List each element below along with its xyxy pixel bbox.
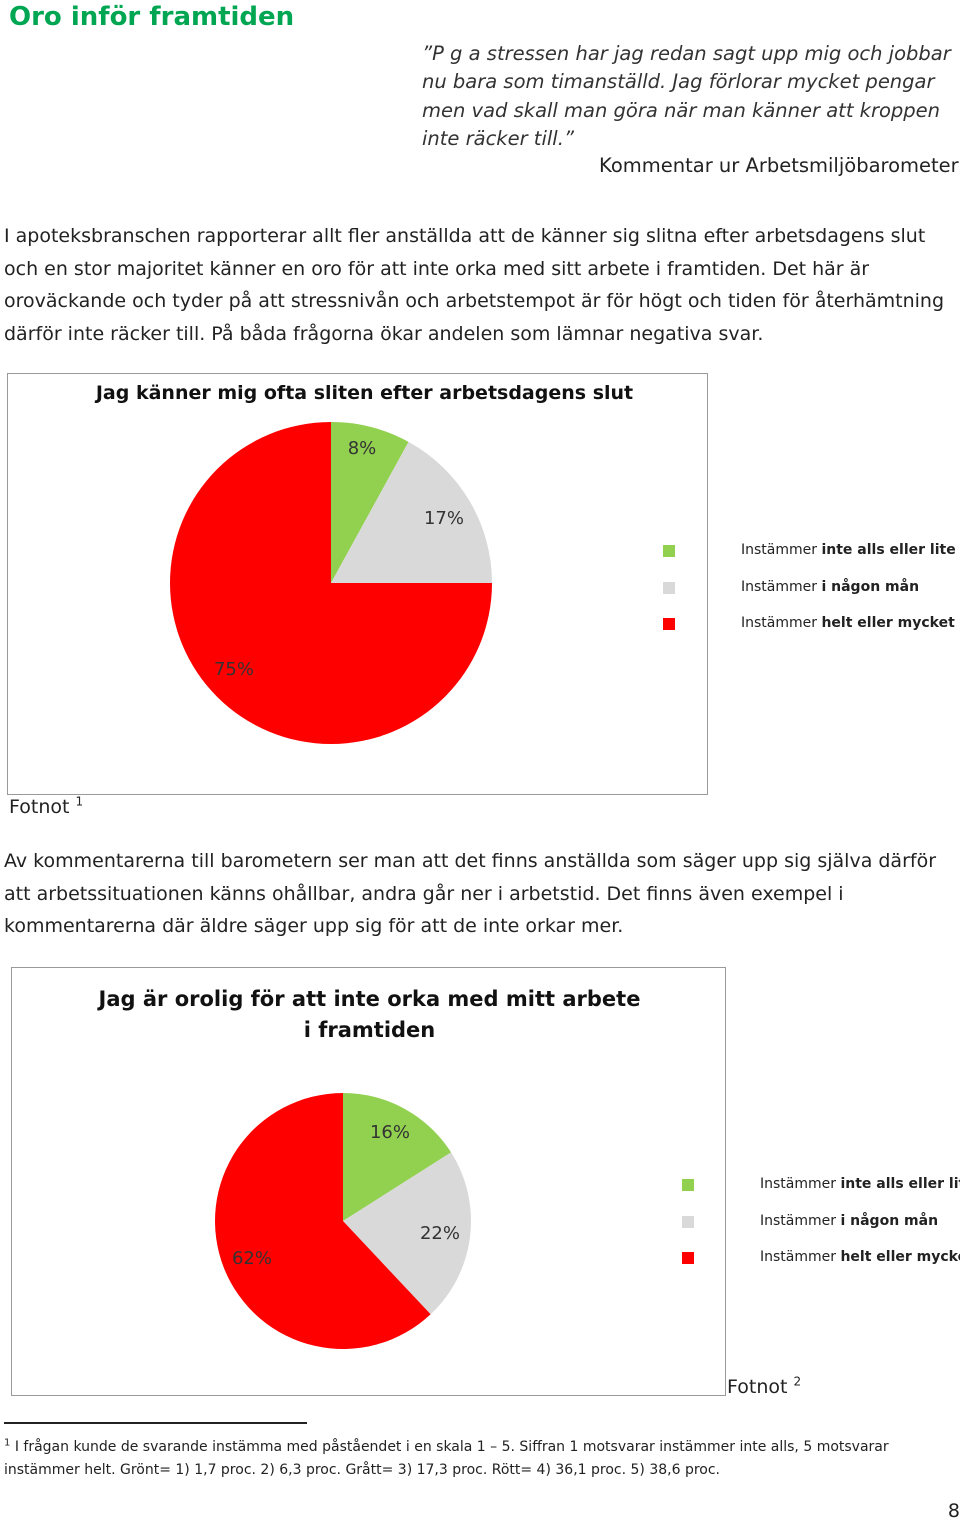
fotnot-1[interactable]: Fotnot 1 (9, 796, 83, 818)
pie-slice (170, 422, 492, 744)
slice-label: 62% (232, 1248, 272, 1269)
footnote-marker: 1 (4, 1437, 11, 1449)
slice-label: 75% (214, 659, 254, 680)
intro-paragraph: I apoteksbranschen rapporterar allt fler… (4, 225, 945, 345)
slice-label: 22% (420, 1223, 460, 1244)
legend-label: Instämmer helt eller mycket (760, 1249, 960, 1265)
legend-label: Instämmer i någon mån (741, 578, 920, 595)
slice-label: 8% (348, 438, 377, 459)
legend-swatch (682, 1252, 694, 1264)
pie-slice (343, 1093, 452, 1221)
slice-label: 17% (424, 508, 464, 529)
pie-chart-worried: Jag är orolig för att inte orka med mitt… (11, 967, 960, 1396)
comments-paragraph: Av kommentarerna till barometern ser man… (4, 850, 937, 937)
legend-swatch (663, 545, 675, 557)
chart-title: Jag känner mig ofta sliten efter arbetsd… (95, 382, 634, 404)
pie-slice (331, 441, 493, 583)
legend-label: Instämmer i någon mån (760, 1212, 939, 1229)
legend-label: Instämmer inte alls eller lite (741, 542, 956, 558)
legend-swatch (682, 1215, 694, 1228)
legend-swatch (682, 1179, 694, 1191)
pie-svg: 16% 22% 62% (215, 1093, 471, 1349)
pie-chart-tired: Jag känner mig ofta sliten efter arbetsd… (7, 373, 956, 795)
fotnot-2[interactable]: Fotnot 2 (727, 1376, 801, 1398)
fotnot-marker: 1 (75, 794, 84, 809)
fotnot-marker: 2 (793, 1374, 802, 1389)
fotnot-label: Fotnot (9, 796, 70, 818)
fotnot-label: Fotnot (727, 1376, 788, 1398)
page-number: 8 (947, 1500, 960, 1522)
chart-title: Jag är orolig för att inte orka med mitt… (98, 987, 641, 1042)
pie-slice (331, 422, 409, 583)
pie-slice (343, 1152, 471, 1315)
pie-slice (215, 1093, 431, 1349)
footnote-text: I frågan kunde de svarande instämma med … (4, 1439, 889, 1478)
footnote: 1 I frågan kunde de svarande instämma me… (4, 1436, 954, 1482)
quote-text: ”P g a stressen har jag redan sagt upp m… (422, 42, 951, 150)
legend-swatch (663, 581, 675, 594)
slice-label: 16% (370, 1122, 410, 1143)
page-heading: Oro inför framtiden (9, 2, 295, 32)
quote-source: Kommentar ur Arbetsmiljöbarometern (599, 154, 960, 177)
pie-svg: 8% 17% 75% (170, 422, 493, 744)
legend-label: Instämmer helt eller mycket (741, 615, 955, 631)
legend-swatch (663, 618, 675, 630)
footnote-divider (4, 1422, 307, 1424)
legend-label: Instämmer inte alls eller lite (760, 1176, 960, 1192)
